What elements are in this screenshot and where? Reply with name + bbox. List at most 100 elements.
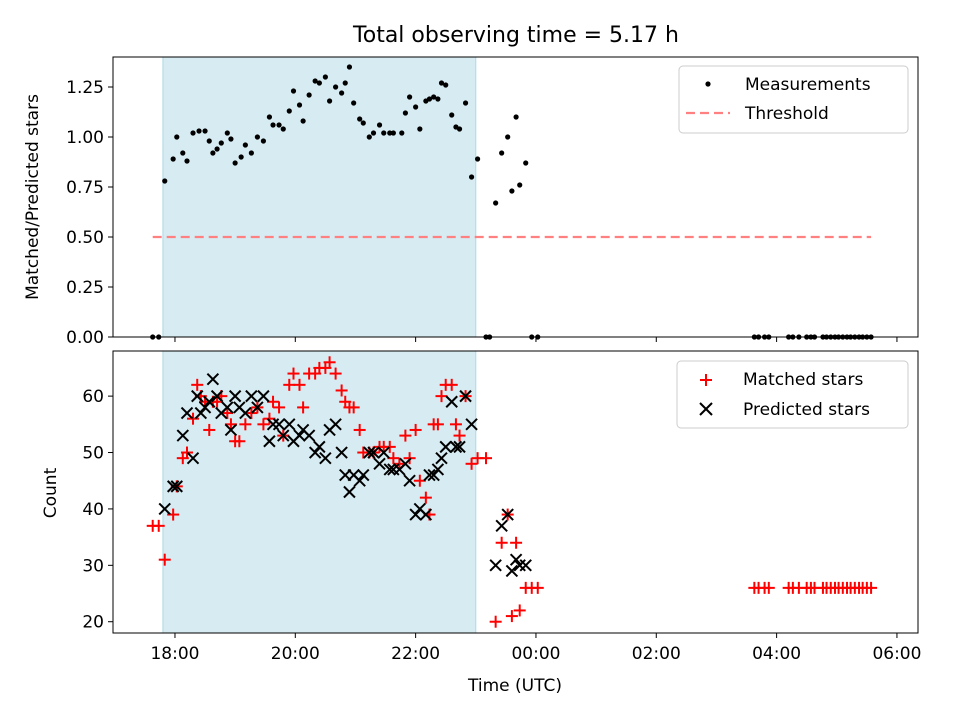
- bottom-shaded-span: [162, 350, 477, 634]
- measurement-point: [286, 108, 292, 114]
- predicted-star-point: [399, 457, 412, 471]
- matched-star-point: [293, 378, 306, 391]
- x-tick-label: 20:00: [271, 644, 320, 664]
- legend-measurement-marker: [705, 81, 711, 87]
- measurement-point: [266, 114, 273, 120]
- y-tick-label: 0.75: [66, 178, 104, 198]
- measurement-point: [390, 130, 396, 136]
- x-tick-label: 06:00: [872, 644, 921, 664]
- matched-star-point: [865, 581, 878, 594]
- y-tick-label: 30: [82, 556, 104, 576]
- predicted-star-point: [308, 446, 322, 459]
- predicted-star-point: [367, 446, 380, 459]
- predicted-star-point: [228, 389, 242, 403]
- predicted-star-point: [257, 389, 270, 403]
- matched-star-point: [393, 457, 406, 470]
- matched-star-point: [297, 401, 310, 414]
- matched-star-point: [531, 581, 544, 594]
- measurement-point: [312, 78, 318, 84]
- predicted-star-point: [419, 508, 433, 521]
- measurement-point: [474, 156, 481, 162]
- measurement-point: [381, 130, 387, 136]
- top-y-axis-label: Matched/Predicted stars: [23, 94, 43, 300]
- matched-star-point: [495, 536, 508, 549]
- measurement-point: [184, 158, 190, 164]
- bottom-panel: 20 30 40 50 60 18:00 20:00 22:00 00:00 02:00 04:0…: [41, 350, 921, 696]
- matched-star-point: [445, 378, 458, 391]
- measurement-point: [224, 130, 230, 136]
- predicted-star-point: [283, 418, 296, 431]
- predicted-star-point: [210, 389, 224, 403]
- matched-star-point: [353, 423, 366, 436]
- predicted-star-point: [180, 406, 194, 420]
- matched-star-point: [480, 452, 493, 465]
- x-tick-label: 18:00: [150, 644, 199, 664]
- measurement-point: [238, 154, 244, 160]
- predicted-star-point: [158, 502, 171, 516]
- top-shaded-span: [162, 56, 477, 338]
- measurement-point: [232, 160, 238, 166]
- measurement-point: [462, 100, 469, 106]
- y-tick-label: 0.25: [66, 278, 104, 298]
- measurement-point: [499, 150, 505, 156]
- measurement-point: [326, 98, 333, 104]
- matched-star-point: [239, 418, 252, 431]
- y-tick-label: 1.00: [66, 128, 104, 148]
- matched-star-point: [158, 553, 171, 566]
- top-legend: Measurements Threshold: [678, 65, 909, 134]
- matched-star-point: [233, 435, 246, 448]
- predicted-star-point: [501, 508, 514, 521]
- predicted-star-point: [302, 429, 316, 442]
- y-tick-label: 60: [82, 387, 104, 407]
- y-tick-label: 20: [82, 613, 104, 633]
- measurement-point: [431, 94, 437, 100]
- measurement-point: [290, 88, 297, 94]
- legend-measurements-label: Measurements: [745, 75, 871, 95]
- measurement-point: [180, 150, 186, 156]
- predicted-star-point: [245, 389, 258, 403]
- bottom-y-axis-label: Count: [41, 467, 61, 518]
- predicted-star-point: [383, 463, 396, 476]
- matched-star-point: [335, 384, 348, 397]
- chart-title: Total observing time = 5.17 h: [352, 23, 679, 48]
- predicted-star-point: [373, 457, 386, 471]
- bottom-x-ticks: 18:00 20:00 22:00 00:00 02:00 04:00 06:00: [150, 633, 921, 664]
- matched-star-point: [399, 429, 412, 442]
- matched-star-point: [273, 401, 286, 414]
- predicted-star-point: [445, 395, 458, 408]
- matched-star-point: [257, 418, 270, 431]
- predicted-star-point: [186, 451, 200, 465]
- matched-star-point: [181, 446, 194, 459]
- measurement-point: [509, 188, 515, 194]
- measurement-point: [402, 110, 408, 116]
- bottom-axes-frame: [112, 350, 919, 634]
- matched-star-point: [435, 390, 448, 403]
- predicted-star-point: [191, 389, 204, 403]
- predicted-star-point: [166, 480, 180, 493]
- predicted-star-point: [313, 440, 326, 454]
- measurement-point: [202, 128, 208, 134]
- matched-star-point: [187, 412, 200, 425]
- measurement-point: [468, 174, 475, 180]
- predicted-star-point: [343, 485, 356, 499]
- legend-matched-marker: [700, 374, 712, 386]
- measurement-point: [280, 126, 286, 132]
- measurement-point: [306, 92, 312, 98]
- legend-predicted-marker: [699, 402, 713, 416]
- measurement-point: [218, 140, 224, 146]
- predicted-star-point: [403, 474, 416, 487]
- predicted-star-point: [513, 559, 526, 572]
- measurement-point: [443, 82, 449, 88]
- measurement-point: [346, 64, 353, 70]
- x-tick-label: 04:00: [752, 644, 801, 664]
- measurement-point: [333, 84, 339, 90]
- matched-star-point: [383, 440, 396, 453]
- measurement-point: [376, 122, 383, 128]
- measurement-point: [242, 142, 248, 148]
- measurement-point: [170, 156, 176, 162]
- measurement-point: [456, 126, 463, 132]
- legend-matched-label: Matched stars: [743, 370, 863, 390]
- measurement-point: [399, 130, 405, 136]
- measurement-point: [162, 178, 168, 184]
